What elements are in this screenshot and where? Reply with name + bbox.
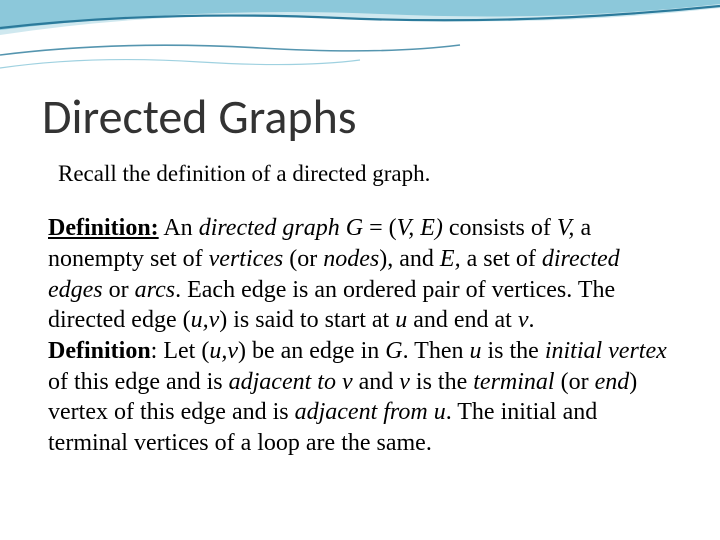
t: or	[103, 277, 135, 303]
t: of this edge and is	[48, 369, 229, 395]
t: a set of	[461, 246, 542, 272]
slide-title: Directed Graphs	[42, 92, 678, 142]
t: ) be an edge in	[238, 338, 385, 364]
t: adjacent from u	[295, 399, 446, 425]
definition-2: Definition: Let (u,v) be an edge in G. T…	[48, 336, 672, 459]
t: nodes	[323, 246, 379, 272]
intro-text: Recall the definition of a directed grap…	[58, 160, 678, 189]
t: .	[529, 307, 535, 333]
t: v	[399, 369, 410, 395]
t: v	[518, 307, 529, 333]
t: V,	[557, 215, 575, 241]
t: consists of	[443, 215, 557, 241]
t: ) is said to start at	[219, 307, 395, 333]
t: terminal	[473, 369, 554, 395]
t: end	[595, 369, 630, 395]
t: (or	[555, 369, 595, 395]
t: An	[159, 215, 199, 241]
t: and end at	[407, 307, 518, 333]
t: vertices	[209, 246, 284, 272]
t: V, E)	[397, 215, 443, 241]
t: u,v	[209, 338, 238, 364]
t: : Let (	[151, 338, 210, 364]
t: u	[469, 338, 481, 364]
t: u	[395, 307, 407, 333]
t: and	[353, 369, 400, 395]
t: ), and	[379, 246, 440, 272]
def1-label: Definition:	[48, 215, 159, 241]
t: is the	[410, 369, 473, 395]
t: is the	[481, 338, 544, 364]
t: initial vertex	[545, 338, 667, 364]
t: = (	[369, 215, 397, 241]
def2-label: Definition	[48, 338, 151, 364]
t: . Then	[403, 338, 470, 364]
t: arcs	[135, 277, 175, 303]
t: E,	[440, 246, 461, 272]
t: u,v	[191, 307, 220, 333]
t: (or	[283, 246, 323, 272]
definition-1: Definition: An directed graph G = (V, E)…	[48, 213, 672, 336]
slide-content: Directed Graphs Recall the definition of…	[0, 0, 720, 459]
t: G	[385, 338, 402, 364]
t: directed graph G	[199, 215, 369, 241]
t: adjacent to v	[229, 369, 353, 395]
